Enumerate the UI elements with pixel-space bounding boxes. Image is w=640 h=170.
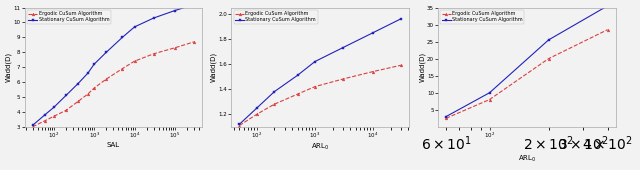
Ergodic CuSum Algorithm [236, 124, 243, 126]
Stationary CuSum Algorithm [150, 17, 157, 19]
Line: Ergodic CuSum Algorithm: Ergodic CuSum Algorithm [445, 28, 609, 120]
Ergodic CuSum Algorithm [102, 78, 110, 80]
Stationary CuSum Algorithm [41, 114, 49, 116]
Stationary CuSum Algorithm [311, 61, 319, 63]
Stationary CuSum Algorithm [90, 63, 98, 65]
Ergodic CuSum Algorithm [131, 60, 138, 62]
Ergodic CuSum Algorithm [84, 93, 92, 95]
Stationary CuSum Algorithm [74, 82, 82, 84]
Stationary CuSum Algorithm [171, 10, 179, 12]
X-axis label: ARL$_0$: ARL$_0$ [311, 142, 330, 152]
Ergodic CuSum Algorithm [90, 87, 98, 89]
Ergodic CuSum Algorithm [604, 29, 611, 31]
Stationary CuSum Algorithm [545, 39, 552, 41]
Stationary CuSum Algorithm [294, 74, 301, 76]
Ergodic CuSum Algorithm [171, 47, 179, 49]
Ergodic CuSum Algorithm [62, 109, 70, 111]
Line: Ergodic CuSum Algorithm: Ergodic CuSum Algorithm [238, 64, 402, 127]
Ergodic CuSum Algorithm [29, 126, 36, 128]
X-axis label: SAL: SAL [107, 142, 120, 148]
Ergodic CuSum Algorithm [311, 86, 319, 88]
Stationary CuSum Algorithm [131, 26, 138, 28]
Legend: Ergodic CuSum Algorithm, Stationary CuSum Algorithm: Ergodic CuSum Algorithm, Stationary CuSu… [440, 10, 524, 24]
Legend: Ergodic CuSum Algorithm, Stationary CuSum Algorithm: Ergodic CuSum Algorithm, Stationary CuSu… [27, 10, 111, 24]
Ergodic CuSum Algorithm [294, 93, 301, 95]
Line: Stationary CuSum Algorithm: Stationary CuSum Algorithm [238, 18, 402, 126]
Stationary CuSum Algorithm [271, 91, 278, 93]
Stationary CuSum Algorithm [253, 107, 260, 109]
Y-axis label: Wadd(D): Wadd(D) [419, 52, 426, 82]
Stationary CuSum Algorithm [486, 92, 493, 94]
Stationary CuSum Algorithm [190, 4, 198, 6]
Stationary CuSum Algorithm [442, 116, 450, 118]
Line: Ergodic CuSum Algorithm: Ergodic CuSum Algorithm [31, 40, 195, 128]
Stationary CuSum Algorithm [50, 106, 58, 108]
X-axis label: ARL$_0$: ARL$_0$ [518, 154, 536, 164]
Y-axis label: Wadd(D): Wadd(D) [6, 52, 12, 82]
Stationary CuSum Algorithm [102, 51, 110, 53]
Ergodic CuSum Algorithm [190, 41, 198, 43]
Legend: Ergodic CuSum Algorithm, Stationary CuSum Algorithm: Ergodic CuSum Algorithm, Stationary CuSu… [234, 10, 317, 24]
Stationary CuSum Algorithm [118, 36, 126, 38]
Stationary CuSum Algorithm [339, 47, 347, 49]
Ergodic CuSum Algorithm [50, 115, 58, 117]
Ergodic CuSum Algorithm [41, 120, 49, 122]
Ergodic CuSum Algorithm [74, 100, 82, 103]
Ergodic CuSum Algorithm [118, 68, 126, 70]
Ergodic CuSum Algorithm [271, 103, 278, 105]
Stationary CuSum Algorithm [236, 123, 243, 125]
Stationary CuSum Algorithm [29, 124, 36, 126]
Ergodic CuSum Algorithm [369, 71, 377, 73]
Ergodic CuSum Algorithm [486, 98, 493, 100]
Ergodic CuSum Algorithm [397, 64, 404, 66]
Stationary CuSum Algorithm [62, 95, 70, 97]
Stationary CuSum Algorithm [84, 72, 92, 74]
Line: Stationary CuSum Algorithm: Stationary CuSum Algorithm [31, 3, 195, 127]
Line: Stationary CuSum Algorithm: Stationary CuSum Algorithm [445, 4, 609, 118]
Ergodic CuSum Algorithm [339, 78, 347, 80]
Y-axis label: Wadd(D): Wadd(D) [211, 52, 217, 82]
Ergodic CuSum Algorithm [253, 113, 260, 115]
Stationary CuSum Algorithm [397, 18, 404, 20]
Ergodic CuSum Algorithm [545, 58, 552, 60]
Stationary CuSum Algorithm [369, 32, 377, 34]
Ergodic CuSum Algorithm [150, 53, 157, 55]
Ergodic CuSum Algorithm [442, 117, 450, 119]
Stationary CuSum Algorithm [604, 5, 611, 7]
